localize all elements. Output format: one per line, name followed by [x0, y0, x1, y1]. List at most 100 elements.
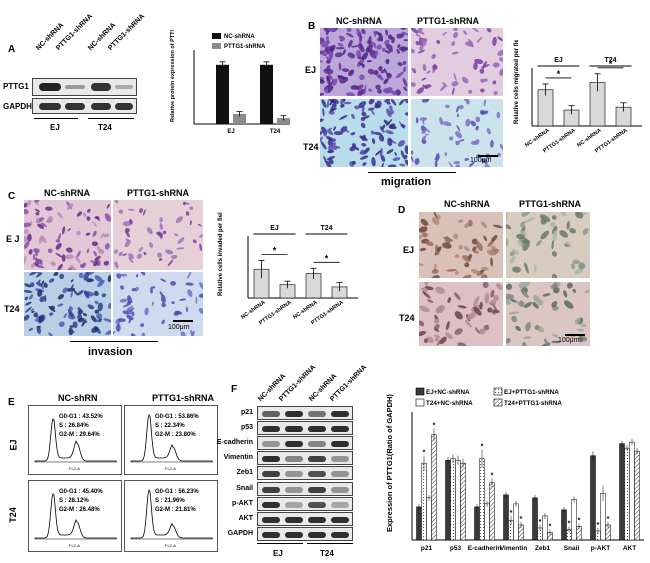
blot-f-group-line-t24 [307, 543, 353, 544]
cell [146, 227, 153, 235]
blot-f-band [285, 426, 303, 433]
cell [28, 249, 33, 255]
cell [421, 129, 426, 134]
cell [475, 125, 479, 131]
cell [353, 146, 360, 151]
panel-b-row-ej: EJ [305, 65, 317, 75]
cell [69, 325, 74, 328]
cell [368, 99, 375, 105]
cell [35, 217, 40, 224]
chart-f-xtick: E-cadherin [468, 545, 502, 552]
cell [320, 118, 324, 123]
cell [342, 49, 346, 55]
cell [451, 87, 455, 95]
micrograph-b-ej-pttg1 [411, 28, 503, 96]
cell [389, 105, 393, 111]
cell [390, 99, 397, 106]
chart-f-sig-star: * [423, 450, 426, 457]
cell [398, 46, 408, 51]
cell [385, 43, 393, 51]
cell [55, 252, 63, 258]
cell [488, 300, 497, 306]
cell [67, 267, 73, 270]
cell [361, 28, 366, 35]
cell [473, 296, 480, 307]
facs-2-s-label: S : [155, 423, 163, 429]
chart-f-legend-label-1: EJ+PTTG1-shRNA [504, 389, 559, 396]
cell [175, 216, 184, 224]
cell [384, 39, 390, 45]
cell [481, 158, 488, 164]
facs-4-g-label: G0-G1 : [155, 489, 177, 495]
cell [364, 147, 370, 154]
cell [461, 76, 469, 84]
chart-f-bar [421, 462, 427, 541]
blot-f-band [331, 501, 349, 508]
cell [508, 311, 520, 315]
panel-b-col-nc: NC-shRNA [336, 16, 382, 26]
blot-a-group-line-ej [34, 118, 78, 119]
cell [119, 298, 128, 303]
cell [142, 209, 146, 216]
cell [359, 149, 365, 155]
cell [486, 249, 496, 256]
cell [171, 301, 175, 304]
cell [351, 143, 357, 148]
cell [68, 331, 75, 335]
cell [327, 129, 334, 136]
cell [421, 139, 427, 144]
facs-3-g-label: G0-G1 : [59, 489, 81, 495]
chart-f-bar [489, 482, 495, 541]
blot-a-lane-4: PTTG1-shRNA [107, 12, 147, 53]
panel-e-row-t24: T24 [7, 507, 18, 523]
blot-f-band [262, 471, 280, 478]
facs-1-g2-label: G2-M : [59, 432, 78, 438]
cell [422, 84, 428, 90]
cell [490, 289, 495, 298]
cell [496, 111, 501, 119]
cell [40, 222, 48, 228]
cell [455, 270, 459, 275]
chart-a-bar [277, 118, 290, 124]
cell [417, 49, 425, 54]
cell [343, 101, 352, 105]
cell [466, 312, 477, 320]
facs-4-g: 56.23% [178, 489, 199, 495]
cell [464, 223, 470, 229]
facs-1-g2: 29.64% [79, 432, 100, 438]
cell [24, 283, 32, 288]
cell [537, 299, 544, 306]
facs-2-g: 53.86% [178, 414, 199, 420]
blot-f-band [285, 456, 303, 463]
cell [571, 263, 576, 270]
cell [484, 164, 490, 167]
cell [552, 334, 560, 338]
blot-f-band [285, 486, 303, 493]
blot-f-row-label: p-AKT [232, 499, 253, 507]
cell [497, 36, 503, 41]
cell [375, 73, 384, 81]
facs-3-g2-label: G2-M : [59, 507, 78, 513]
cell [425, 133, 429, 136]
cell [82, 312, 88, 317]
cell [479, 68, 485, 74]
facs-3-s-label: S : [59, 498, 67, 504]
micrograph-c-t24-pttg1 [113, 272, 203, 336]
chart-f-bar [455, 459, 461, 541]
cell [411, 49, 415, 54]
cell [25, 301, 32, 306]
chart-f-legend-label-2: T24+NC-shRNA [426, 400, 473, 407]
cell [454, 328, 463, 335]
cell [128, 253, 134, 259]
panel-c-row-t24: T24 [4, 304, 20, 314]
cell [41, 280, 45, 285]
cell [199, 234, 203, 238]
cell [35, 211, 40, 216]
cell [87, 304, 95, 310]
cell [515, 300, 521, 307]
chart-f-bar [634, 450, 640, 541]
cell [68, 308, 74, 318]
cell [561, 212, 567, 217]
cell [140, 323, 145, 327]
